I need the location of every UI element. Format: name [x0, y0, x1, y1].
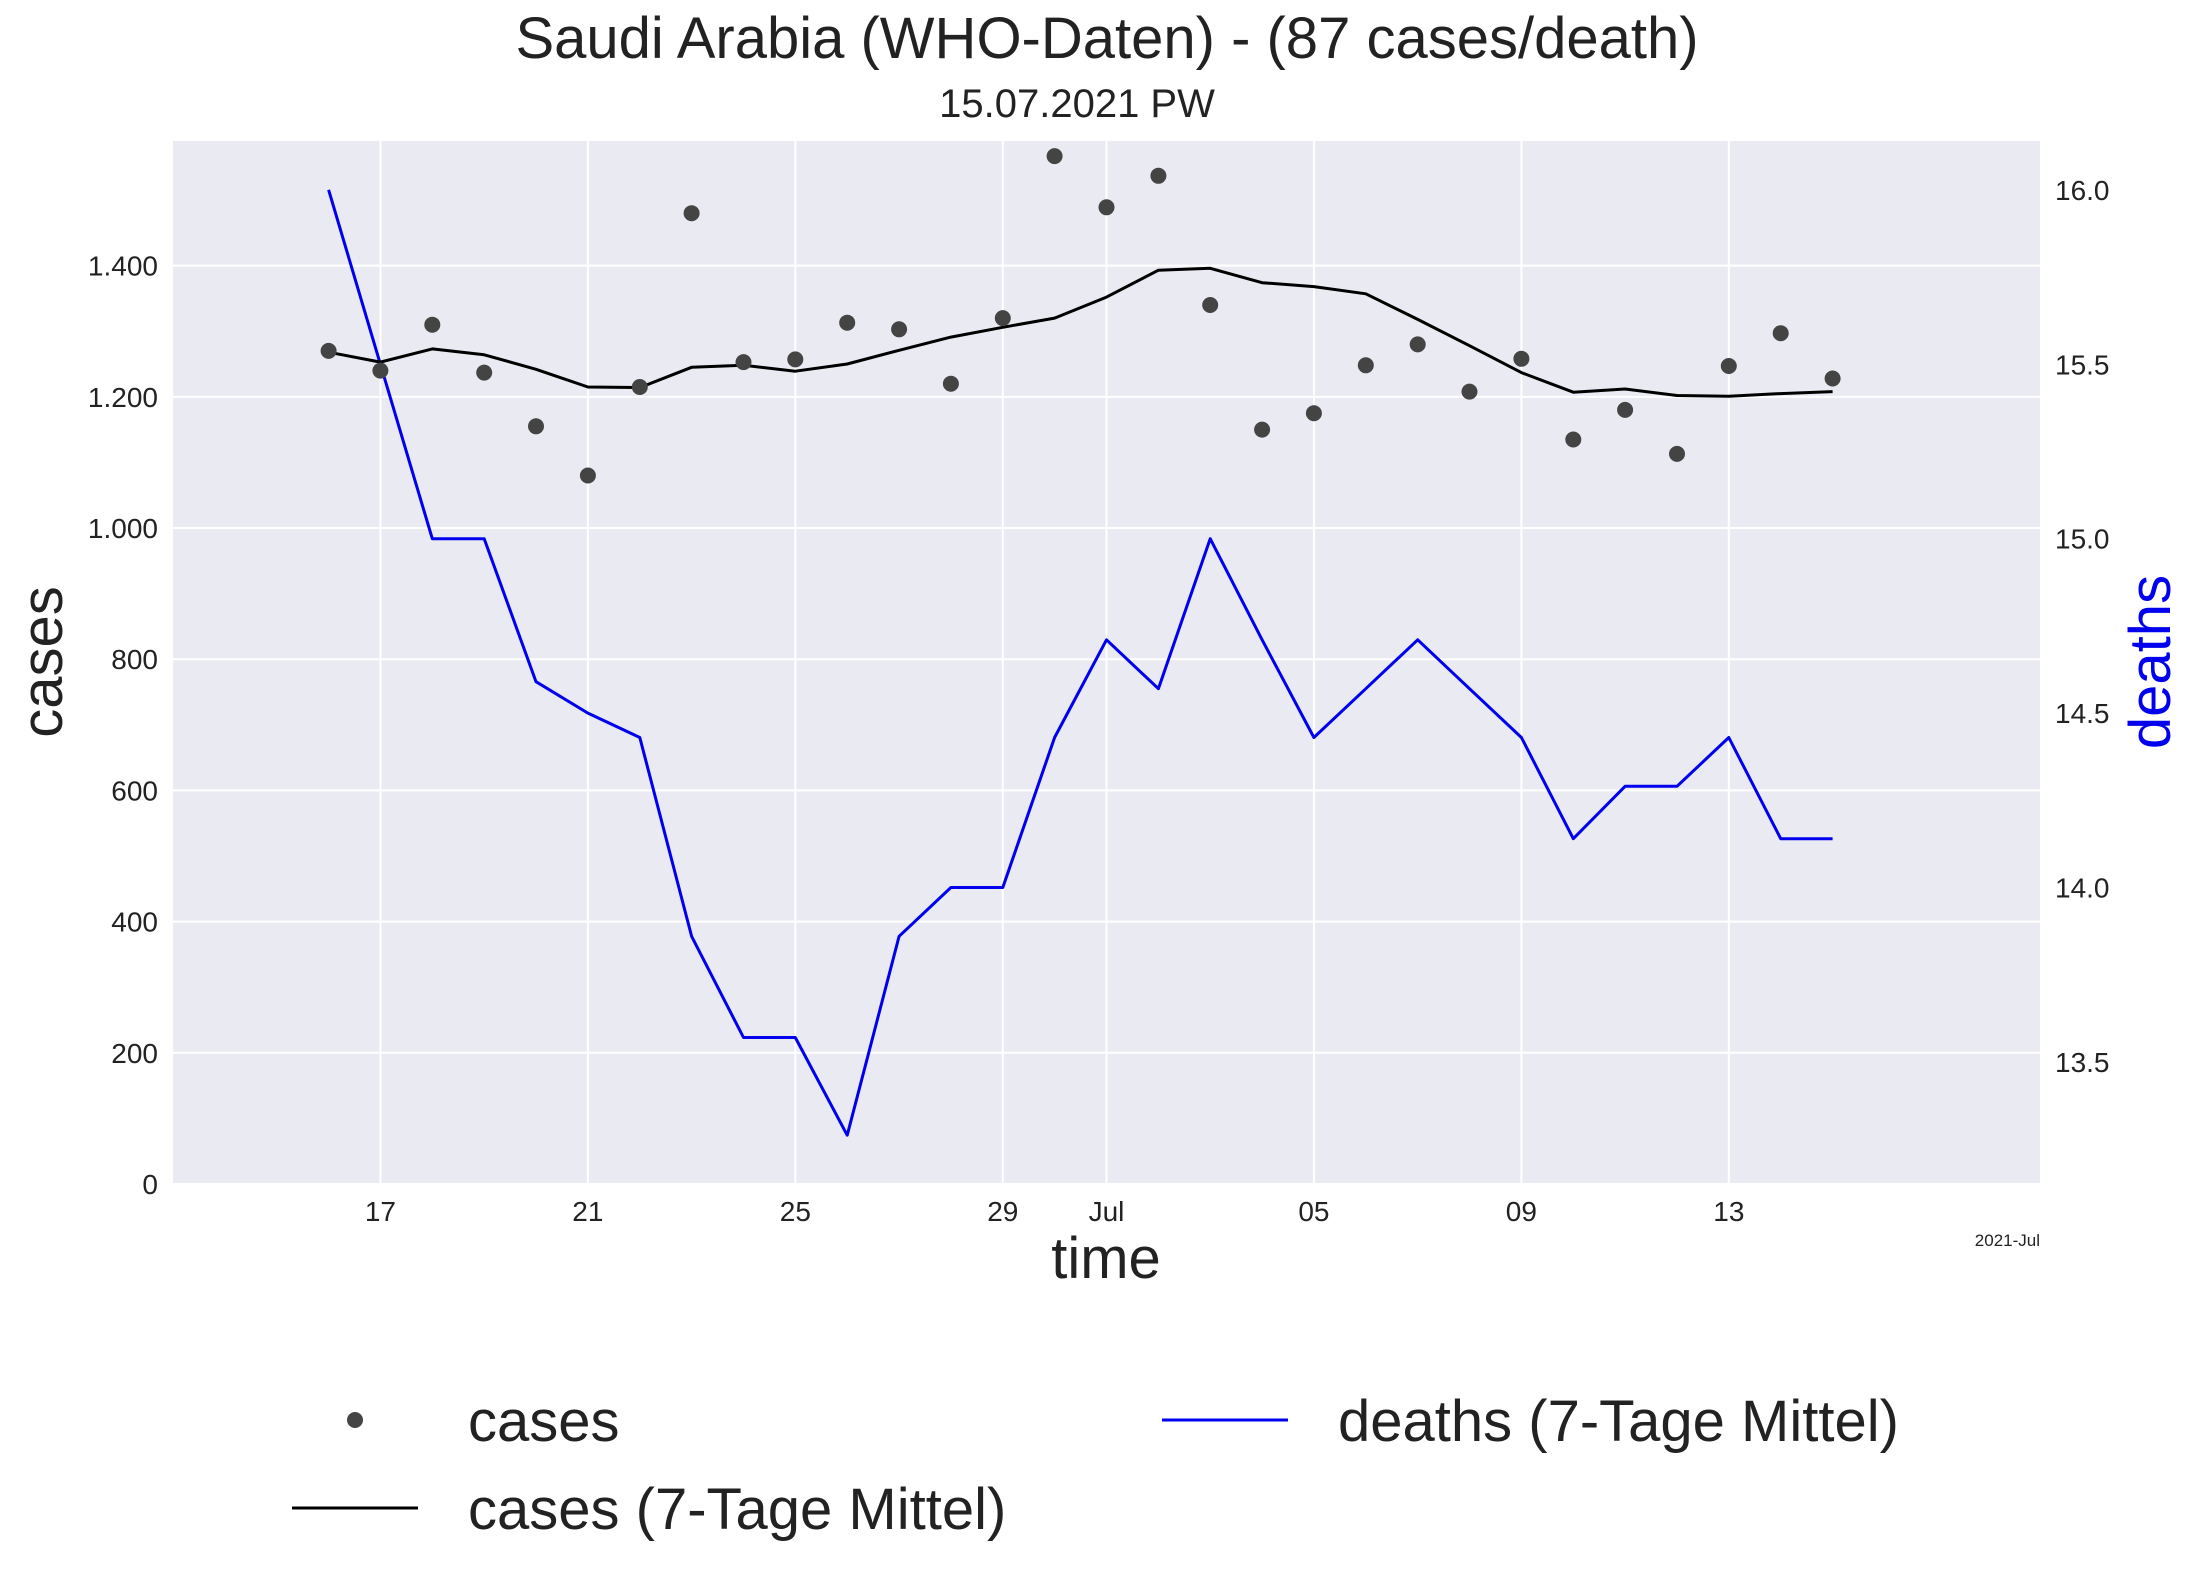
- chart-subtitle: 15.07.2021 PW: [939, 82, 1215, 126]
- cases-point: [1461, 383, 1478, 400]
- y-axis-label: cases: [10, 586, 75, 738]
- x-tick-label: 25: [780, 1196, 811, 1227]
- x-tick-label: 13: [1713, 1196, 1744, 1227]
- y2-tick-label: 13.5: [2055, 1047, 2110, 1078]
- cases-point: [1824, 370, 1841, 387]
- legend-label-deaths: deaths (7-Tage Mittel): [1338, 1389, 1899, 1454]
- cases-point: [839, 314, 856, 331]
- deaths-mean-line: [327, 189, 1833, 1137]
- cases-mean-line: [328, 266, 1833, 398]
- cases-series: [320, 148, 1841, 484]
- cases-point: [1409, 336, 1426, 353]
- cases-point: [1046, 148, 1063, 165]
- cases-point: [994, 310, 1011, 327]
- cases-point: [424, 316, 441, 333]
- deaths-series: [327, 189, 1833, 1137]
- x-tick-label: 05: [1298, 1196, 1329, 1227]
- chart-title: Saudi Arabia (WHO-Daten) - (87 cases/dea…: [515, 6, 1698, 71]
- cases-point: [1720, 358, 1737, 374]
- x-axis-label: time: [1051, 1226, 1161, 1291]
- cases-point: [1565, 431, 1582, 448]
- cases-point: [372, 362, 389, 379]
- y2-tick-label: 14.5: [2055, 698, 2110, 729]
- legend-marker-cases: [347, 1412, 363, 1428]
- y2-axis-label: deaths: [2118, 575, 2183, 749]
- cases-point: [1150, 167, 1167, 184]
- y-tick-label: 1.400: [88, 251, 158, 282]
- y-tick-label: 200: [111, 1038, 158, 1069]
- y-tick-label: 400: [111, 907, 158, 938]
- x-tick-label: 21: [572, 1196, 603, 1227]
- cases-point: [683, 205, 700, 222]
- x-tick-label: 29: [987, 1196, 1018, 1227]
- cases-mean-series: [328, 266, 1833, 398]
- y2-tick-label: 15.5: [2055, 349, 2110, 380]
- cases-point: [1098, 199, 1115, 216]
- cases-point: [891, 321, 908, 338]
- y-tick-label: 1.000: [88, 513, 158, 544]
- cases-point: [1254, 421, 1271, 438]
- y-tick-label: 0: [142, 1169, 158, 1200]
- x-tick-label: 17: [365, 1196, 396, 1227]
- cases-point: [1202, 297, 1219, 313]
- cases-point: [1513, 350, 1530, 367]
- tick-labels: 17 21 25 29 Jul 05 09 13 0 200 400 600 800 1.000 1.200…: [88, 175, 2110, 1227]
- cases-point: [787, 351, 804, 368]
- y2-tick-label: 15.0: [2055, 524, 2110, 555]
- cases-point: [320, 342, 337, 359]
- cases-point: [1617, 401, 1634, 418]
- cases-point: [735, 354, 752, 371]
- legend-label-cases: cases: [468, 1389, 620, 1454]
- cases-point: [1357, 357, 1374, 374]
- legend-label-cases-mean: cases (7-Tage Mittel): [468, 1477, 1006, 1542]
- cases-point: [1305, 405, 1322, 422]
- y-tick-label: 800: [111, 644, 158, 675]
- y2-tick-label: 14.0: [2055, 872, 2110, 903]
- grid-lines: [173, 141, 2040, 1185]
- cases-point: [476, 364, 493, 381]
- cases-point: [1772, 325, 1789, 342]
- cases-point: [942, 375, 959, 392]
- cases-point: [528, 418, 544, 435]
- x-tick-label: 09: [1506, 1196, 1537, 1227]
- y2-tick-label: 16.0: [2055, 175, 2110, 206]
- x-tick-label: Jul: [1089, 1196, 1125, 1227]
- legend: cases cases (7-Tage Mittel) deaths (7-Ta…: [292, 1389, 1899, 1542]
- y-tick-label: 1.200: [88, 382, 158, 413]
- cases-point: [579, 467, 596, 484]
- cases-point: [1669, 445, 1685, 462]
- y-tick-label: 600: [111, 775, 158, 806]
- x-offset-label: 2021-Jul: [1975, 1231, 2040, 1250]
- cases-point: [631, 379, 648, 395]
